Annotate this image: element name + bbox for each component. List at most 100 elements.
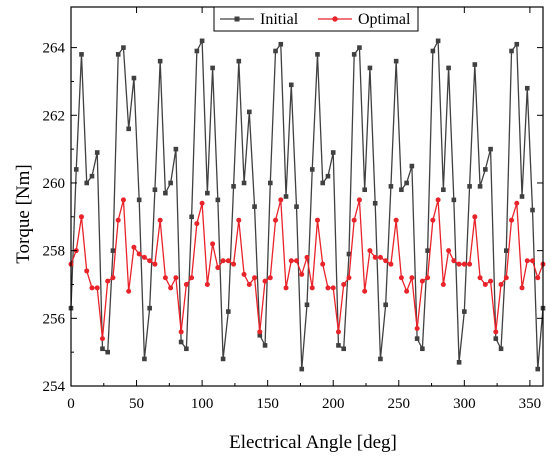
x-tick-label: 0 — [67, 396, 75, 412]
data-point-optimal — [84, 268, 90, 274]
data-point-optimal — [131, 244, 137, 250]
data-point-optimal — [419, 278, 425, 284]
data-point-initial — [210, 65, 215, 71]
legend-item-initial: Initial — [220, 11, 299, 28]
data-point-initial — [472, 62, 478, 67]
data-point-optimal — [168, 285, 174, 291]
data-point-initial — [535, 366, 541, 372]
data-point-optimal — [320, 261, 326, 267]
data-point-optimal — [241, 271, 247, 277]
x-tick-label: 150 — [256, 396, 279, 412]
data-point-initial — [194, 48, 200, 54]
data-point-initial — [441, 187, 446, 193]
data-point-initial — [483, 167, 488, 172]
data-point-optimal — [294, 258, 300, 264]
data-point-optimal — [440, 281, 446, 287]
data-point-optimal — [362, 288, 368, 294]
data-point-optimal — [173, 275, 179, 281]
x-tick-label: 100 — [191, 396, 214, 412]
data-point-optimal — [519, 285, 525, 291]
data-point-initial — [199, 38, 205, 44]
data-point-initial — [136, 197, 142, 203]
y-tick-label: 260 — [43, 176, 66, 192]
data-point-optimal — [199, 200, 205, 206]
data-point-optimal — [215, 265, 221, 271]
data-point-initial — [451, 197, 457, 203]
data-point-initial — [299, 366, 305, 372]
data-point-initial — [205, 190, 210, 196]
data-point-initial — [247, 109, 252, 115]
data-point-optimal — [299, 271, 305, 277]
data-point-optimal — [383, 258, 389, 264]
data-point-optimal — [314, 217, 320, 223]
data-point-initial — [430, 48, 436, 54]
data-point-initial — [262, 343, 268, 348]
data-point-initial — [184, 346, 189, 352]
data-point-optimal — [252, 275, 258, 281]
data-point-initial — [152, 187, 158, 193]
data-point-optimal — [461, 261, 467, 267]
data-point-initial — [435, 38, 441, 44]
data-point-initial — [446, 65, 451, 71]
data-point-optimal — [283, 285, 289, 291]
data-point-initial — [267, 180, 273, 186]
data-point-optimal — [514, 200, 520, 206]
data-point-optimal — [210, 241, 216, 247]
y-axis-label: Torque [Nm] — [13, 164, 34, 263]
x-tick-label: 300 — [453, 396, 476, 412]
data-point-optimal — [231, 261, 237, 267]
data-point-optimal — [94, 285, 100, 291]
y-tick-label: 258 — [43, 244, 66, 260]
data-point-initial — [215, 197, 221, 203]
data-point-optimal — [346, 275, 352, 281]
data-point-optimal — [367, 248, 373, 254]
data-point-initial — [399, 187, 404, 193]
data-point-initial — [309, 167, 315, 172]
y-tick-label: 254 — [43, 379, 66, 395]
data-point-initial — [346, 251, 352, 257]
data-point-optimal — [451, 258, 457, 264]
data-point-optimal — [273, 217, 279, 223]
data-point-optimal — [178, 329, 184, 335]
data-point-initial — [115, 52, 121, 57]
data-point-initial — [362, 187, 367, 193]
data-point-initial — [336, 343, 341, 348]
data-point-initial — [163, 190, 168, 196]
series-line-initial — [70, 38, 544, 370]
data-point-optimal — [414, 325, 420, 331]
data-point-initial — [288, 82, 294, 88]
data-point-optimal — [503, 275, 509, 281]
data-point-initial — [325, 173, 331, 179]
data-point-initial — [89, 173, 95, 179]
legend-label-initial: Initial — [260, 11, 299, 28]
data-point-initial — [383, 302, 388, 308]
x-tick-label: 250 — [388, 396, 411, 412]
data-point-initial — [488, 146, 493, 152]
data-point-initial — [147, 305, 152, 311]
data-point-optimal — [288, 258, 294, 264]
data-point-optimal — [425, 275, 431, 281]
data-point-initial — [477, 184, 483, 189]
data-point-optimal — [110, 275, 116, 281]
data-point-optimal — [404, 288, 410, 294]
data-point-optimal — [136, 251, 142, 257]
data-point-initial — [110, 248, 116, 253]
data-point-optimal — [524, 258, 530, 264]
data-point-initial — [157, 58, 163, 64]
data-point-initial — [121, 45, 126, 50]
data-point-optimal — [356, 197, 362, 203]
legend-item-optimal: Optimal — [318, 11, 411, 28]
x-tick-label: 350 — [519, 396, 542, 412]
data-point-initial — [341, 346, 347, 352]
data-point-initial — [414, 336, 420, 341]
legend-marker-initial — [234, 16, 240, 22]
data-point-initial — [283, 194, 289, 199]
data-point-initial — [493, 336, 499, 341]
data-point-initial — [100, 346, 105, 352]
data-point-initial — [257, 332, 263, 338]
data-point-optimal — [467, 261, 473, 267]
data-point-initial — [456, 360, 462, 365]
data-point-initial — [278, 41, 284, 47]
data-point-optimal — [262, 278, 268, 284]
